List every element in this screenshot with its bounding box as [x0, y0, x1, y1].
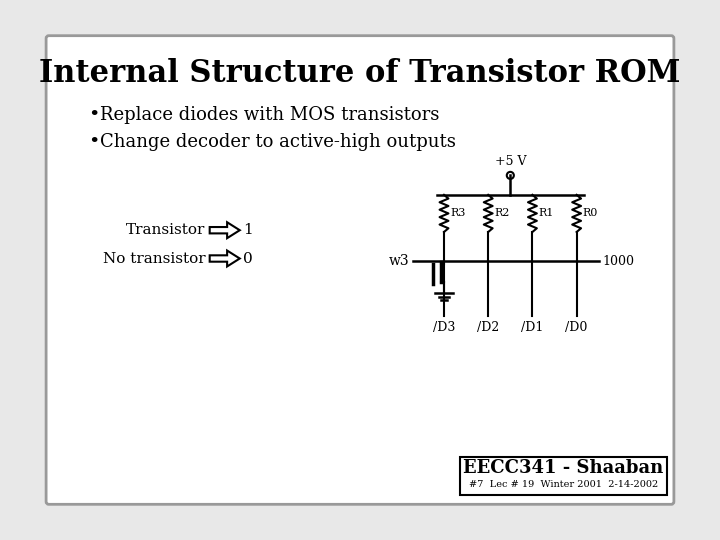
FancyBboxPatch shape	[46, 36, 674, 504]
Text: w3: w3	[389, 254, 410, 268]
Text: Change decoder to active-high outputs: Change decoder to active-high outputs	[100, 133, 456, 151]
Text: •: •	[88, 106, 99, 124]
Text: /D0: /D0	[565, 321, 588, 334]
Polygon shape	[210, 222, 240, 238]
FancyBboxPatch shape	[460, 456, 667, 496]
Text: R3: R3	[450, 208, 466, 218]
Text: Transistor: Transistor	[126, 223, 205, 237]
Text: 0: 0	[243, 252, 253, 266]
Text: /D2: /D2	[477, 321, 500, 334]
Text: /D3: /D3	[433, 321, 455, 334]
Text: 1: 1	[243, 223, 253, 237]
Text: EECC341 - Shaaban: EECC341 - Shaaban	[463, 459, 664, 477]
Text: #7  Lec # 19  Winter 2001  2-14-2002: #7 Lec # 19 Winter 2001 2-14-2002	[469, 481, 658, 489]
Text: +5 V: +5 V	[495, 156, 526, 168]
Polygon shape	[210, 251, 240, 266]
Text: R2: R2	[495, 208, 510, 218]
Text: •: •	[88, 133, 99, 151]
Text: No transistor: No transistor	[103, 252, 205, 266]
Text: R0: R0	[582, 208, 598, 218]
Text: Replace diodes with MOS transistors: Replace diodes with MOS transistors	[100, 106, 439, 124]
Text: R1: R1	[539, 208, 554, 218]
Text: Internal Structure of Transistor ROM: Internal Structure of Transistor ROM	[40, 58, 680, 89]
Text: 1000: 1000	[602, 255, 634, 268]
Text: /D1: /D1	[521, 321, 544, 334]
